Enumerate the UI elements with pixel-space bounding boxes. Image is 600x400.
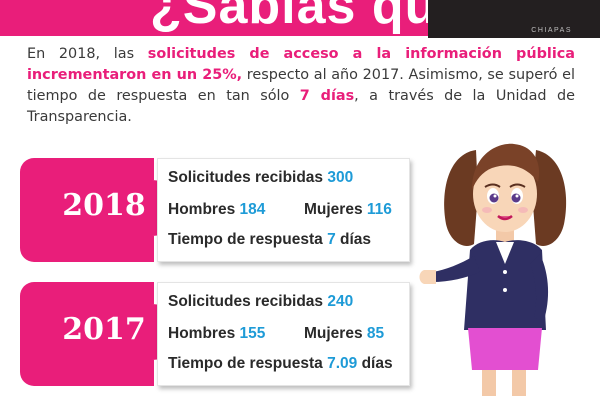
solicitudes-value: 240 bbox=[327, 293, 354, 310]
mujeres-value: 116 bbox=[366, 201, 392, 218]
mujeres-label: Mujeres bbox=[304, 325, 363, 342]
tiempo-row: Tiempo de respuesta 7 días bbox=[168, 231, 371, 249]
hombres-value: 184 bbox=[239, 201, 266, 218]
tiempo-unit: días bbox=[361, 355, 393, 372]
hombres-label: Hombres bbox=[168, 325, 236, 342]
info-box: Solicitudes recibidas 240 Hombres 155 Mu… bbox=[157, 282, 410, 386]
genero-row: Hombres 155 Mujeres 85 bbox=[168, 325, 384, 343]
year-label: 2017 bbox=[62, 312, 146, 347]
stats-card-2017: 2017 Solicitudes recibidas 240 Hombres 1… bbox=[20, 282, 410, 386]
hombres-label: Hombres bbox=[168, 201, 236, 218]
solicitudes-label: Solicitudes recibidas bbox=[168, 169, 324, 186]
year-label: 2018 bbox=[62, 188, 146, 223]
tiempo-row: Tiempo de respuesta 7.09 días bbox=[168, 355, 393, 373]
mujeres-group: Mujeres 116 bbox=[304, 201, 392, 219]
solicitudes-row: Solicitudes recibidas 300 bbox=[168, 169, 353, 187]
intro-highlight-1: solicitudes de acceso a la información p… bbox=[27, 46, 576, 83]
intro-paragraph: En 2018, las solicitudes de acceso a la … bbox=[27, 44, 575, 128]
genero-row: Hombres 184 Mujeres 116 bbox=[168, 201, 392, 219]
intro-text-1: En 2018, las bbox=[27, 46, 148, 62]
logo-block: CHIAPAS bbox=[428, 0, 600, 38]
tiempo-label: Tiempo de respuesta bbox=[168, 231, 323, 248]
mujeres-label: Mujeres bbox=[304, 201, 363, 218]
woman-illustration bbox=[419, 143, 567, 396]
intro-text-2: respecto al año 2017. Asimismo, se super… bbox=[27, 67, 575, 104]
year-pill bbox=[30, 180, 180, 236]
intro-text-3: , a través de la Unidad de Transparencia… bbox=[27, 88, 575, 125]
solicitudes-value: 300 bbox=[327, 169, 354, 186]
tiempo-label: Tiempo de respuesta bbox=[168, 355, 323, 372]
stats-card-2018: 2018 Solicitudes recibidas 300 Hombres 1… bbox=[20, 158, 410, 262]
solicitudes-row: Solicitudes recibidas 240 bbox=[168, 293, 353, 311]
hombres-value: 155 bbox=[239, 325, 266, 342]
mujeres-value: 85 bbox=[366, 325, 385, 342]
tiempo-value: 7.09 bbox=[327, 355, 358, 372]
logo-text: CHIAPAS bbox=[531, 27, 572, 34]
intro-highlight-2: 7 días bbox=[299, 88, 355, 104]
tiempo-value: 7 bbox=[327, 231, 336, 248]
info-box: Solicitudes recibidas 300 Hombres 184 Mu… bbox=[157, 158, 410, 262]
year-pill bbox=[30, 304, 180, 360]
tiempo-unit: días bbox=[340, 231, 372, 248]
mujeres-group: Mujeres 85 bbox=[304, 325, 384, 343]
solicitudes-label: Solicitudes recibidas bbox=[168, 293, 324, 310]
